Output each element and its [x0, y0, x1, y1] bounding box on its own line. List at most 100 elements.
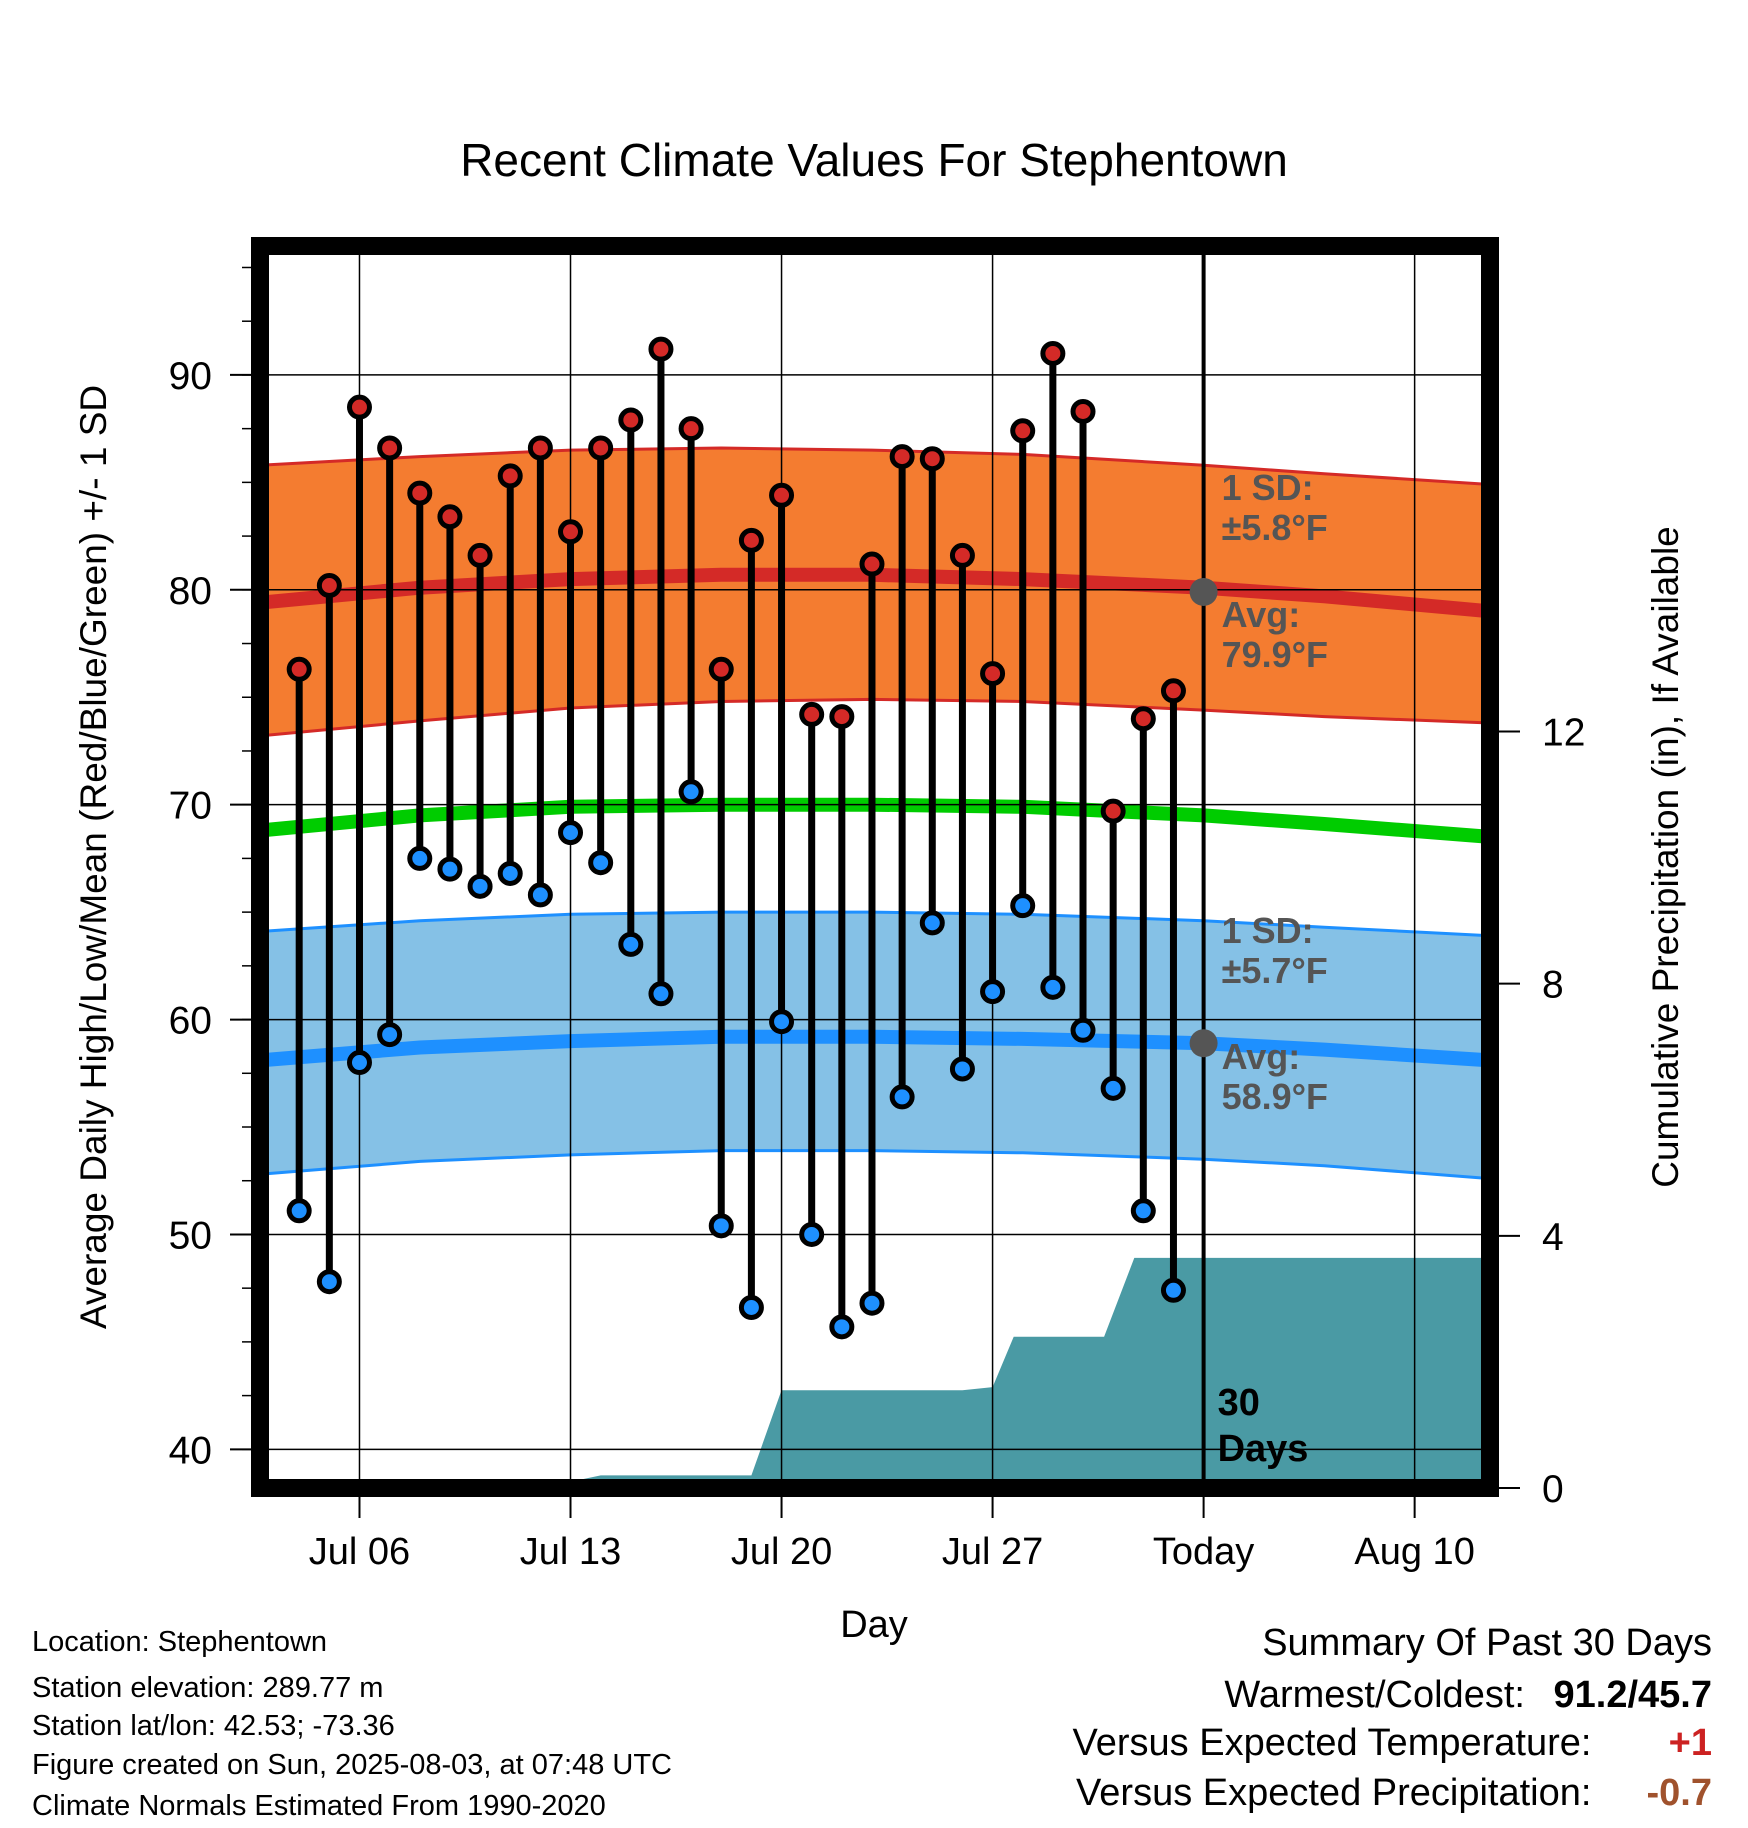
- low-point: [738, 1295, 764, 1321]
- low-point: [829, 1314, 855, 1340]
- low-point: [558, 820, 584, 846]
- low-point: [618, 931, 644, 957]
- low-sd-note: 1 SD:: [1222, 910, 1314, 951]
- high-point: [346, 394, 372, 420]
- high-point: [648, 336, 674, 362]
- high-point: [829, 704, 855, 730]
- low-point: [949, 1056, 975, 1082]
- low-point: [799, 1221, 825, 1247]
- y2-axis-label: Cumulative Precipitation (in), If Availa…: [1645, 526, 1686, 1188]
- x-tick-label: Aug 10: [1354, 1531, 1474, 1573]
- low-point: [678, 779, 704, 805]
- low-point: [316, 1269, 342, 1295]
- y-axis-label: Average Daily High/Low/Mean (Red/Blue/Gr…: [73, 385, 114, 1329]
- high-upper-line: [259, 446, 1491, 486]
- temp-diff-value: +1: [1668, 1722, 1712, 1764]
- high-avg-note: Avg:: [1222, 594, 1301, 635]
- warm-cold-label: Warmest/Coldest:: [1224, 1674, 1525, 1716]
- high-point: [1040, 340, 1066, 366]
- y-tick-label: 70: [169, 785, 212, 828]
- low-sd-note: ±5.7°F: [1222, 950, 1328, 991]
- x-tick-label: Jul 27: [942, 1531, 1043, 1573]
- high-point: [738, 527, 764, 553]
- temp-diff-row: Versus Expected Temperature: +1: [1073, 1722, 1712, 1765]
- low-point: [1070, 1017, 1096, 1043]
- x-tick-label: Jul 06: [309, 1531, 410, 1573]
- normals-text: Climate Normals Estimated From 1990-2020: [32, 1790, 606, 1822]
- high-point: [558, 519, 584, 545]
- low-point: [377, 1022, 403, 1048]
- high-point: [618, 407, 644, 433]
- low-point: [467, 873, 493, 899]
- daily-range-stems: [295, 349, 1177, 1327]
- high-avg-note: 79.9°F: [1222, 634, 1328, 675]
- low-point: [708, 1213, 734, 1239]
- elevation-text: Station elevation: 289.77 m: [32, 1672, 384, 1704]
- high-point: [407, 480, 433, 506]
- x-tick-label: Jul 20: [731, 1531, 832, 1573]
- high-point: [678, 416, 704, 442]
- warm-cold-value: 91.2/45.7: [1553, 1674, 1712, 1716]
- low-point: [1160, 1277, 1186, 1303]
- y-tick-label: 80: [169, 570, 212, 613]
- high-sd-note: ±5.8°F: [1222, 507, 1328, 548]
- high-point: [497, 463, 523, 489]
- today-high-marker: [1189, 577, 1218, 606]
- low-point: [527, 882, 553, 908]
- y2-tick-label: 4: [1542, 1216, 1564, 1259]
- low-point: [286, 1198, 312, 1224]
- low-point: [1040, 974, 1066, 1000]
- precip-diff-label: Versus Expected Precipitation:: [1076, 1772, 1592, 1814]
- summary-heading: Summary Of Past 30 Days: [1262, 1622, 1712, 1664]
- high-point: [377, 435, 403, 461]
- precip-diff-row: Versus Expected Precipitation: -0.7: [1076, 1772, 1712, 1815]
- low-point: [588, 850, 614, 876]
- period-note: Days: [1218, 1428, 1309, 1470]
- precip-area: [260, 1257, 1490, 1488]
- high-point: [708, 656, 734, 682]
- location-text: Location: Stephentown: [32, 1626, 328, 1658]
- high-point: [437, 504, 463, 530]
- y-tick-label: 90: [169, 355, 212, 398]
- high-point: [949, 542, 975, 568]
- today-low-marker: [1189, 1029, 1218, 1058]
- low-point: [769, 1009, 795, 1035]
- y2-tick-label: 12: [1542, 711, 1585, 754]
- created-text: Figure created on Sun, 2025-08-03, at 07…: [32, 1749, 672, 1781]
- low-point: [437, 856, 463, 882]
- low-point: [497, 860, 523, 886]
- high-point: [588, 435, 614, 461]
- latlon-text: Station lat/lon: 42.53; -73.36: [32, 1710, 395, 1742]
- period-note: 30: [1218, 1382, 1260, 1424]
- low-point: [1130, 1198, 1156, 1224]
- low-point: [648, 981, 674, 1007]
- high-point: [980, 661, 1006, 687]
- y-tick-label: 60: [169, 1000, 212, 1043]
- high-point: [1100, 798, 1126, 824]
- y2-tick-label: 0: [1542, 1468, 1564, 1511]
- low-point: [980, 979, 1006, 1005]
- high-point: [769, 482, 795, 508]
- low-avg-note: Avg:: [1222, 1036, 1301, 1077]
- high-point: [316, 573, 342, 599]
- y-tick-label: 50: [169, 1214, 212, 1257]
- high-point: [467, 542, 493, 568]
- low-point: [1010, 893, 1036, 919]
- plot-frame: [251, 237, 1499, 1497]
- temp-diff-label: Versus Expected Temperature:: [1072, 1722, 1592, 1764]
- high-point: [919, 446, 945, 472]
- y2-tick-label: 8: [1542, 964, 1564, 1007]
- daily-points: [286, 336, 1186, 1340]
- precip-diff-value: -0.7: [1646, 1772, 1712, 1814]
- x-tick-label: Today: [1153, 1531, 1254, 1573]
- warm-cold-row: Warmest/Coldest: 91.2/45.7: [1224, 1674, 1712, 1717]
- low-point: [889, 1084, 915, 1110]
- low-point: [346, 1050, 372, 1076]
- precipitation-area: [260, 1257, 1490, 1488]
- x-axis-label: Day: [840, 1604, 908, 1646]
- axes: 40 50 60 70 80 90 0 4 8 12 Jul 06 Jul 13 Jul 20 Jul 2…: [169, 237, 1585, 1573]
- high-point: [527, 435, 553, 461]
- low-avg-note: 58.9°F: [1222, 1076, 1328, 1117]
